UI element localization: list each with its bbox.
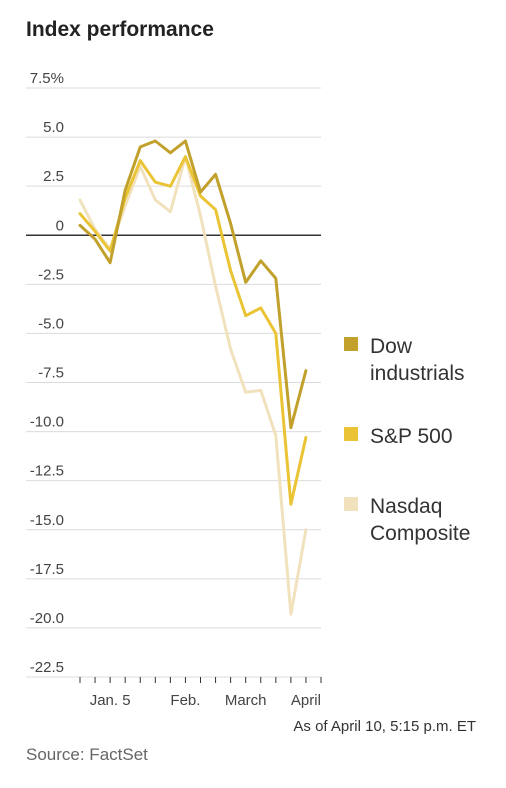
chart-title: Index performance (26, 18, 214, 41)
y-tick-label: 2.5 (43, 168, 64, 185)
series-line-sp500 (78, 155, 308, 506)
y-tick-label: -5.0 (38, 315, 64, 332)
x-tick-label: Jan. 5 (90, 692, 131, 709)
y-tick-label: 5.0 (43, 119, 64, 136)
timestamp-note: As of April 10, 5:15 p.m. ET (293, 718, 476, 735)
legend-swatch-dow (344, 337, 358, 351)
y-tick-label: -12.5 (30, 463, 64, 480)
grid-lines (26, 87, 321, 678)
legend-label-dow: Dow industrials (370, 335, 465, 385)
y-tick-label: 7.5% (30, 70, 64, 87)
legend-item-dow: Dow industrials (344, 333, 490, 387)
legend-label-sp500: S&P 500 (370, 425, 453, 448)
y-tick-label: -7.5 (38, 365, 64, 382)
series-lines (78, 139, 308, 616)
x-tick-label: Feb. (170, 692, 200, 709)
y-tick-label: -2.5 (38, 266, 64, 283)
y-tick-label: 0 (56, 217, 64, 234)
x-axis-ticks: Jan. 5 Feb. March April (79, 677, 322, 709)
y-tick-label: -17.5 (30, 561, 64, 578)
y-tick-label: -22.5 (30, 659, 64, 676)
y-tick-label: -10.0 (30, 414, 64, 431)
legend-label-nasdaq: Nasdaq Composite (370, 495, 471, 545)
legend-swatch-sp500 (344, 427, 358, 441)
legend-item-sp500: S&P 500 (344, 423, 490, 450)
y-axis-ticks: 7.5% 5.0 2.5 0 -2.5 -5.0 -7.5 -10.0 -12.5 -15.0 -1… (30, 70, 64, 676)
y-tick-label: -15.0 (30, 512, 64, 529)
source-label: Source: FactSet (26, 745, 148, 764)
x-tick-label: April (291, 692, 321, 709)
legend-item-nasdaq: Nasdaq Composite (344, 493, 490, 547)
line-chart: 7.5% 5.0 2.5 0 -2.5 -5.0 -7.5 -10.0 -12.5 -15.0 -1… (26, 70, 322, 709)
y-tick-label: -20.0 (30, 610, 64, 627)
series-line-dow (78, 139, 308, 430)
x-tick-label: March (225, 692, 267, 709)
series-line-nasdaq (78, 155, 308, 616)
legend-swatch-nasdaq (344, 497, 358, 511)
